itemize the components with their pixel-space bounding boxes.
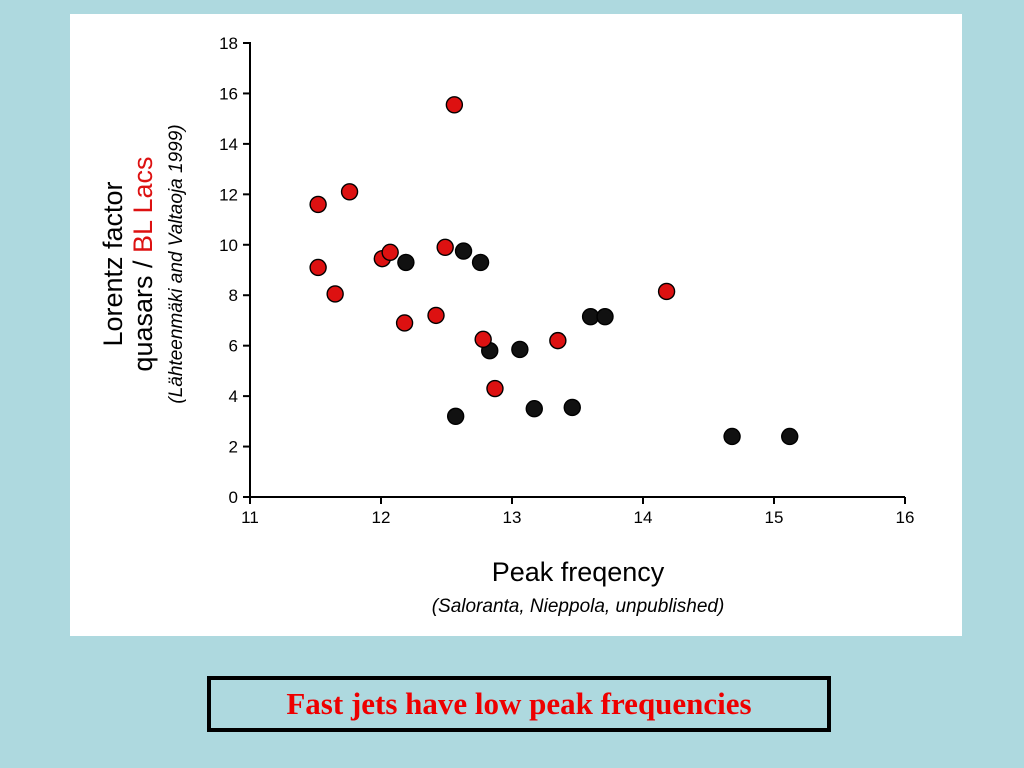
x-tick-label: 13 — [503, 508, 522, 527]
point-bl-lacs — [309, 258, 327, 277]
y-axis-subtitle: (Lähteenmäki and Valtaoja 1999) — [166, 124, 187, 403]
axis-ticks: 11 12 13 14 15 16 0 2 4 6 8 10 12 14 16 18 — [219, 34, 914, 527]
point-quasars — [525, 400, 543, 418]
x-tick-label: 11 — [241, 508, 259, 527]
point-quasars — [581, 307, 600, 326]
scatter-plot: 11 12 13 14 15 16 0 2 4 6 8 10 12 14 16 18 Lorentz fact… — [98, 34, 914, 617]
y-tick-label: 2 — [229, 438, 238, 457]
point-quasars — [471, 253, 490, 272]
y-tick-label: 0 — [229, 488, 238, 507]
point-quasars — [446, 407, 465, 425]
x-axis-title: Peak freqency — [492, 557, 665, 587]
point-bl-lacs — [309, 195, 327, 214]
point-bl-lacs — [326, 285, 344, 303]
point-bl-lacs — [474, 330, 492, 349]
chart-panel: 11 12 13 14 15 16 0 2 4 6 8 10 12 14 16 18 Lorentz fact… — [70, 14, 962, 636]
point-bl-lacs — [381, 243, 399, 262]
point-quasars — [454, 242, 473, 260]
y-tick-label: 10 — [219, 236, 238, 255]
point-bl-lacs — [549, 331, 567, 350]
y-tick-label: 6 — [229, 337, 238, 356]
caption-box: Fast jets have low peak frequencies — [207, 676, 831, 732]
data-points — [309, 96, 799, 446]
point-quasars — [596, 307, 614, 326]
caption-text: Fast jets have low peak frequencies — [286, 686, 752, 721]
point-quasars — [397, 253, 415, 272]
point-bl-lacs — [445, 96, 464, 114]
y-tick-label: 4 — [229, 387, 238, 406]
y-tick-label: 16 — [219, 84, 238, 103]
x-tick-label: 15 — [765, 508, 784, 527]
point-bl-lacs — [486, 379, 504, 398]
y-axis-title-line1: Lorentz factor — [98, 181, 128, 346]
x-tick-label: 16 — [896, 508, 915, 527]
point-bl-lacs — [395, 314, 414, 332]
y-axis-title-bllacs: BL Lacs — [128, 156, 158, 253]
point-quasars — [781, 427, 799, 446]
point-bl-lacs — [436, 238, 454, 257]
point-quasars — [511, 340, 529, 359]
x-axis-subtitle: (Saloranta, Nieppola, unpublished) — [432, 596, 725, 617]
y-tick-label: 14 — [219, 135, 238, 154]
y-axis-title-line2: quasars / BL Lacs — [128, 156, 158, 371]
point-bl-lacs — [427, 306, 445, 325]
y-tick-label: 12 — [219, 185, 238, 204]
x-tick-label: 12 — [372, 508, 391, 527]
x-tick-label: 14 — [634, 508, 653, 527]
y-axis-title-quasars: quasars / — [128, 253, 158, 372]
y-tick-label: 18 — [219, 34, 238, 53]
y-tick-label: 8 — [229, 286, 238, 305]
point-quasars — [563, 398, 581, 417]
point-bl-lacs — [657, 282, 676, 301]
point-bl-lacs — [340, 183, 359, 201]
point-quasars — [723, 427, 741, 446]
